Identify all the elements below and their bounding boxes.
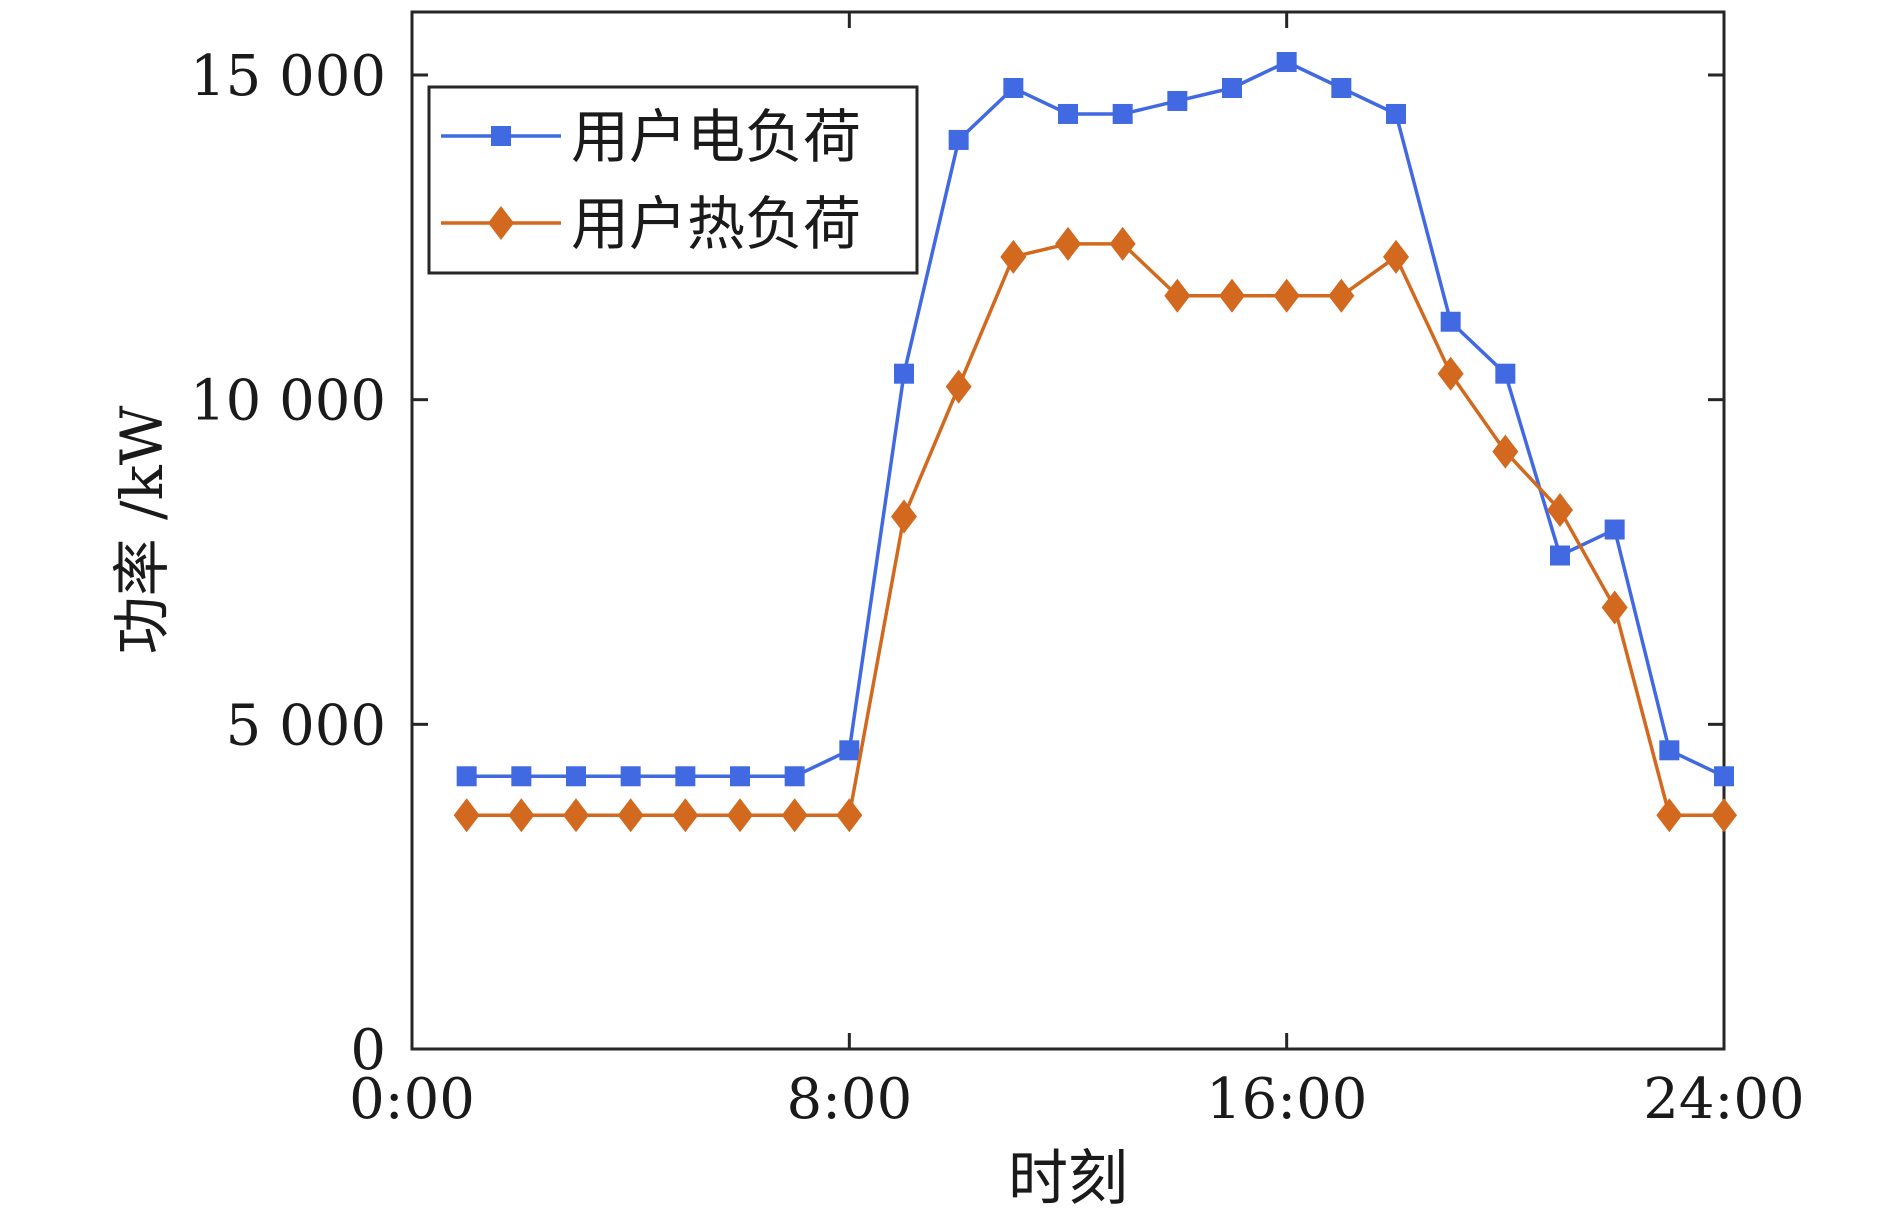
data-point [836,798,863,833]
data-point [781,798,808,833]
data-point [945,369,972,404]
data-point [1656,798,1683,833]
legend-label: 用户电负荷 [571,103,861,171]
data-point [1550,545,1570,566]
x-tick-label: 0:00 [349,1067,475,1132]
data-point [1003,77,1024,98]
data-point [1276,52,1297,73]
series-layer [453,52,1737,833]
data-point [672,798,699,833]
data-point [1495,363,1516,384]
data-point [511,766,532,787]
y-tick-label: 5 000 [226,693,386,758]
data-point [1112,103,1133,124]
series-0 [456,52,1734,787]
legend-label: 用户热负荷 [571,190,861,258]
data-point [1711,798,1737,833]
y-tick-label: 10 000 [190,369,386,434]
data-point [784,766,805,787]
x-axis-title: 时刻 [1008,1144,1128,1209]
legend-item-0: 用户电负荷 [441,103,861,171]
data-point [1547,493,1573,528]
data-point [894,363,914,384]
y-tick-label: 0 [350,1018,386,1083]
data-point [1055,226,1081,261]
data-point [948,129,969,150]
data-point [1659,740,1680,761]
data-point [1164,278,1191,313]
data-point [727,798,753,833]
series-1 [453,226,1737,833]
x-tick-label: 8:00 [786,1067,912,1132]
data-point [1167,90,1188,111]
data-point [1219,278,1245,313]
data-point [1328,278,1355,313]
data-point [1714,766,1734,787]
axis-ticks: 0:00 8:00 16:00 24:00 0 5 000 10 000 15 000 [190,12,1805,1132]
data-point [730,766,750,787]
data-point [566,766,586,787]
data-point [1273,278,1300,313]
data-point [1000,239,1027,274]
legend-marker [488,206,514,240]
data-point [1604,519,1625,540]
data-point [563,798,589,833]
data-point [1331,77,1352,98]
data-point [617,798,644,833]
data-point [675,766,696,787]
data-point [1383,239,1409,274]
legend-marker [491,126,511,146]
data-point [453,798,480,833]
data-point [1109,226,1136,261]
legend-item-1: 用户热负荷 [441,190,861,258]
data-point [1058,103,1078,124]
data-point [1440,311,1461,332]
x-tick-label: 16:00 [1206,1067,1367,1132]
data-point [1437,356,1464,391]
data-point [1222,77,1242,98]
data-point [1492,434,1519,469]
data-point [456,766,477,787]
y-axis-title: 功率 /kW [108,405,176,654]
data-point [1601,590,1628,625]
x-tick-label: 24:00 [1643,1067,1804,1132]
y-tick-label: 15 000 [190,44,386,109]
data-point [891,499,917,534]
data-point [1386,103,1406,124]
data-point [839,740,860,761]
data-point [508,798,535,833]
data-point [620,766,641,787]
legend-box [427,85,919,275]
